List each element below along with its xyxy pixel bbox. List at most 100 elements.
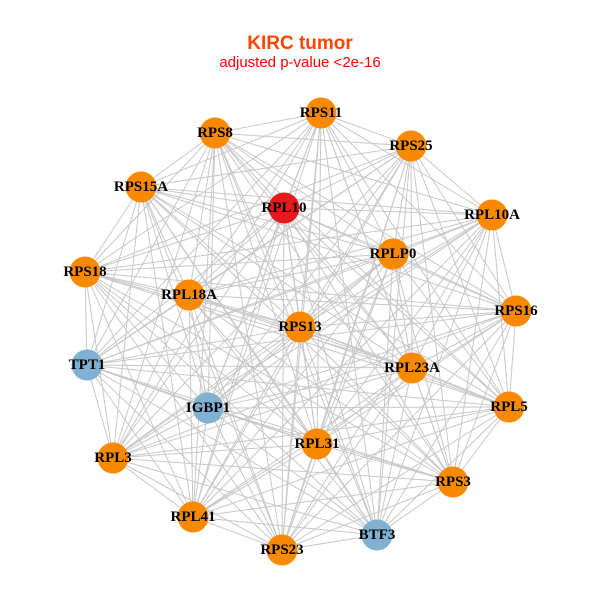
edge-RPS16-RPL5 [508,310,517,408]
edge-RPL23A-RPS3 [411,367,454,483]
edge-IGBP1-RPS23 [207,407,283,551]
edge-RPS11-RPS8 [214,112,322,134]
edge-RPL10A-IGBP1 [207,214,493,409]
node-IGBP1 [192,392,224,424]
edge-RPL10-RPS18 [84,207,285,273]
edge-RPS13-IGBP1 [207,326,301,409]
edge-RPL10A-RPL18A [188,214,493,296]
edge-RPS15A-RPL5 [140,186,510,408]
node-RPL31 [301,428,333,460]
edge-RPL31-RPL3 [112,443,318,459]
edge-RPS13-RPL3 [112,326,301,459]
edge-RPS25-BTF3 [376,145,412,536]
edge-RPL41-BTF3 [192,516,378,536]
node-label-RPS3: RPS3 [435,474,471,490]
node-RPL5 [493,391,525,423]
edge-IGBP1-RPL3 [112,407,209,459]
edge-RPL18A-TPT1 [86,294,190,366]
labels-layer: RPS11 RPS8 RPS25 RPS15A RPL10 RPL10A RPLP0 RPS1… [63,105,538,558]
edge-RPS16-RPS3 [452,310,517,483]
edge-RPS8-IGBP1 [207,132,216,409]
plot-subtitle: adjusted p-value <2e-16 [219,54,380,71]
edge-RPL18A-IGBP1 [188,294,209,409]
edge-RPLP0-RPS13 [299,253,394,328]
edge-RPS16-RPL23A [411,310,517,369]
edge-RPS11-RPS18 [84,112,322,273]
edge-RPLP0-RPS23 [281,253,394,551]
edge-RPL23A-RPS23 [281,367,413,551]
edge-RPL10-RPL18A [188,207,285,296]
edge-RPS8-RPS13 [214,132,301,328]
edge-RPL5-IGBP1 [207,406,510,409]
node-label-IGBP1: IGBP1 [186,400,230,416]
node-RPS13 [284,311,316,343]
node-RPS23 [266,534,298,566]
edge-RPS13-RPL31 [299,326,318,445]
node-label-RPL10A: RPL10A [464,207,520,223]
edge-TPT1-RPL23A [86,364,413,369]
node-label-RPL23A: RPL23A [384,360,440,376]
edge-RPS25-RPL10 [283,145,412,209]
edge-RPS11-RPL10A [320,112,493,216]
edge-RPL3-BTF3 [112,457,378,536]
plot-title: KIRC tumor [247,33,353,54]
edge-RPLP0-RPL3 [112,253,394,459]
node-label-RPS8: RPS8 [197,125,233,141]
node-label-RPL41: RPL41 [171,509,216,525]
edge-RPL10A-RPS16 [491,214,517,312]
edge-RPS25-RPS18 [84,145,412,273]
edge-RPS25-RPS23 [281,145,412,551]
edge-TPT1-RPS23 [86,364,283,551]
edge-RPS8-RPS18 [84,132,216,273]
node-RPL41 [177,501,209,533]
edge-RPL23A-IGBP1 [207,367,413,409]
edge-RPS15A-RPS23 [140,186,283,551]
edge-RPS25-RPLP0 [392,145,412,255]
edge-RPS8-RPS16 [214,132,517,312]
node-label-BTF3: BTF3 [359,527,396,543]
edge-RPL10A-BTF3 [376,214,493,536]
edge-RPS11-TPT1 [86,112,322,366]
node-RPL3 [97,442,129,474]
node-RPL10 [268,192,300,224]
node-label-RPS25: RPS25 [389,138,432,154]
node-label-RPS13: RPS13 [278,319,321,335]
edge-RPS8-RPS23 [214,132,283,551]
edge-RPS11-RPS16 [320,112,517,312]
edge-TPT1-RPL5 [86,364,510,408]
edge-RPL10-RPL41 [192,207,285,518]
node-RPS8 [199,117,231,149]
node-label-RPL18A: RPL18A [161,287,217,303]
edge-RPL10-RPL5 [283,207,510,408]
edge-RPS3-RPS23 [281,481,454,551]
edge-RPS16-RPL3 [112,310,517,459]
edge-RPL5-RPL31 [316,406,510,445]
edge-RPS13-TPT1 [86,326,301,366]
edge-RPL18A-RPS13 [188,294,301,328]
node-label-RPS23: RPS23 [260,542,303,558]
edge-RPL18A-RPL3 [112,294,190,459]
edge-TPT1-RPL3 [86,364,114,459]
edge-RPS3-RPL41 [192,481,454,518]
node-label-RPL31: RPL31 [295,436,340,452]
edge-RPS25-RPL23A [410,145,413,369]
edge-RPS15A-RPS18 [84,186,142,273]
edge-RPL10A-RPS18 [84,214,493,273]
nodes-layer [69,97,532,566]
node-label-RPLP0: RPLP0 [370,246,417,262]
edge-RPL5-RPS23 [281,406,510,551]
edge-RPS18-RPL23A [84,271,413,369]
edge-RPL31-RPS23 [281,443,318,551]
edge-RPS18-RPS16 [84,271,517,312]
edge-RPL10A-RPS23 [281,214,493,551]
edge-RPL18A-RPL5 [188,294,510,408]
edge-RPL23A-BTF3 [376,367,413,536]
edge-RPL18A-RPL31 [188,294,318,445]
edge-RPS18-TPT1 [84,271,88,366]
edge-RPL10A-RPL23A [411,214,493,369]
edge-RPS8-RPL18A [188,132,216,296]
edge-RPS15A-RPL10 [140,186,285,209]
edge-RPL18A-RPS16 [188,294,517,312]
edge-RPS8-RPL5 [214,132,510,408]
